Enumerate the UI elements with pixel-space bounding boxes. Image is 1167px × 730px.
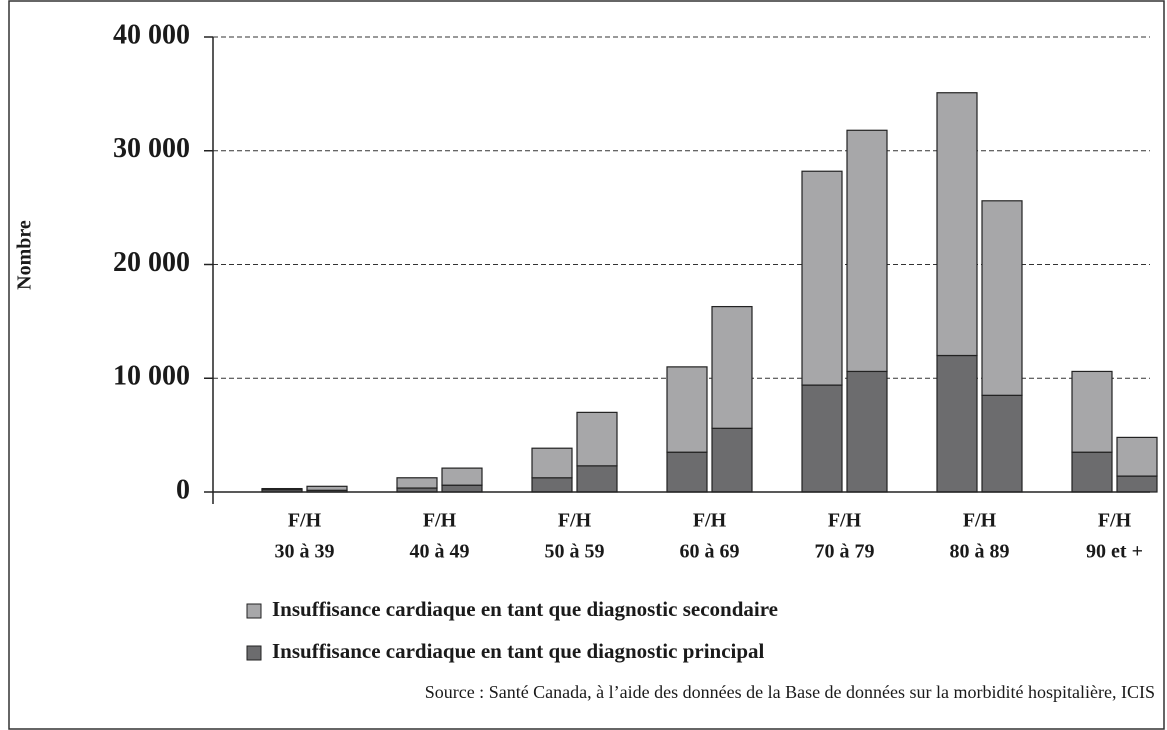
x-tick-label: 30 à 39 (275, 541, 335, 563)
x-tick-label: 50 à 59 (545, 541, 605, 563)
bar-segment (981, 394, 1023, 493)
bar-segment (711, 305, 753, 429)
bar-segment (846, 129, 888, 373)
bar-segment (846, 370, 888, 493)
bar-segment (306, 485, 348, 491)
bar-segment (1071, 451, 1113, 493)
bar-segment (261, 487, 303, 491)
bar-segment (801, 384, 843, 493)
bar-segment (441, 467, 483, 486)
bar-segment (441, 484, 483, 493)
bar-segment (711, 427, 753, 493)
y-tick-label: 40 000 (113, 19, 190, 50)
x-tick-label: F/H (558, 510, 592, 532)
bar-segment (531, 477, 573, 493)
x-tick-label: F/H (423, 510, 457, 532)
bar-segment (666, 366, 708, 453)
source: Source : Santé Canada, à l’aide des donn… (425, 682, 1155, 702)
x-tick-label: 40 à 49 (410, 541, 470, 563)
x-tick-label: 90 et + (1086, 541, 1143, 563)
bar-segment (936, 354, 978, 493)
x-tick-label: F/H (828, 510, 862, 532)
x-tick-label: 70 à 79 (815, 541, 875, 563)
bar-segment (666, 451, 708, 493)
bar-segment (1071, 370, 1113, 453)
bar-segment (396, 477, 438, 489)
bar-segment (936, 92, 978, 357)
x-tick-label: 60 à 69 (680, 541, 740, 563)
x-tick-label: F/H (963, 510, 997, 532)
bar-segment (576, 411, 618, 467)
x-tick-label: F/H (288, 510, 322, 532)
bar-segment (981, 200, 1023, 396)
y-axis-title: Nombre (14, 220, 36, 290)
x-tick-label: 80 à 89 (950, 541, 1010, 563)
y-tick-label: 0 (176, 474, 190, 505)
bar-segment (1116, 436, 1158, 477)
y-tick-label: 20 000 (113, 247, 190, 278)
frame (8, 0, 1165, 730)
bar-segment (576, 465, 618, 493)
legend-label: Insuffisance cardiaque en tant que diagn… (272, 597, 778, 621)
bar-segment (531, 447, 573, 479)
x-tick-label: F/H (1098, 510, 1132, 532)
legend-label: Insuffisance cardiaque en tant que diagn… (272, 639, 765, 663)
bar-segment (1116, 475, 1158, 493)
legend-swatch (246, 645, 262, 661)
x-tick-label: F/H (693, 510, 727, 532)
y-tick-label: 30 000 (113, 133, 190, 164)
bar-segment (801, 170, 843, 386)
legend-swatch (246, 603, 262, 619)
y-tick-label: 10 000 (113, 361, 190, 392)
